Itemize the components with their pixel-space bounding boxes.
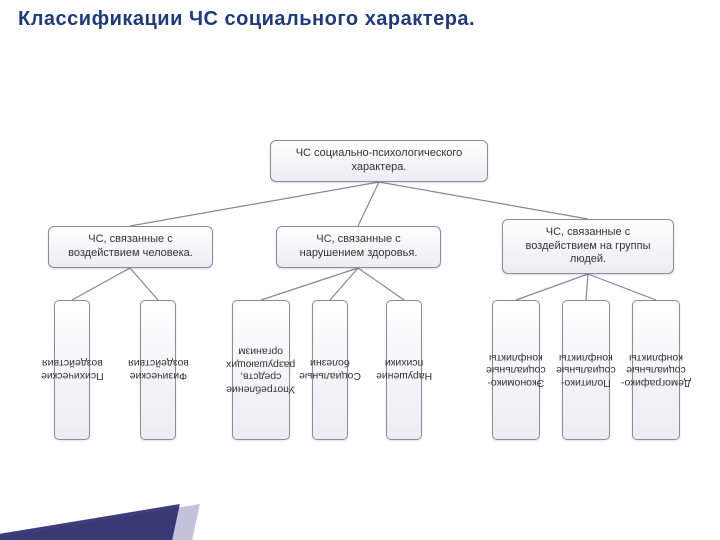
leaf-node: Политико-социальныеконфликты (562, 300, 610, 440)
mid-node: ЧС, связанные своздействием человека. (48, 226, 213, 268)
leaf-node: Употреблениесредств,разрушающихорганизм (232, 300, 290, 440)
leaf-node: Социальныеболезни (312, 300, 348, 440)
decorative-corner-dark (0, 504, 180, 540)
page-title: Классификации ЧС социального характера. (18, 8, 702, 31)
root-node: ЧС социально-психологическогохарактера. (270, 140, 488, 182)
leaf-node: Экономико-социальныеконфликты (492, 300, 540, 440)
leaf-node: Демографико-социальныеконфликты (632, 300, 680, 440)
leaf-node: Психическиевоздействия (54, 300, 90, 440)
mid-node: ЧС, связанные своздействием на группылюд… (502, 219, 674, 274)
leaf-node: Физическиевоздействия (140, 300, 176, 440)
mid-node: ЧС, связанные снарушением здоровья. (276, 226, 441, 268)
leaf-node: Нарушениепсихики (386, 300, 422, 440)
